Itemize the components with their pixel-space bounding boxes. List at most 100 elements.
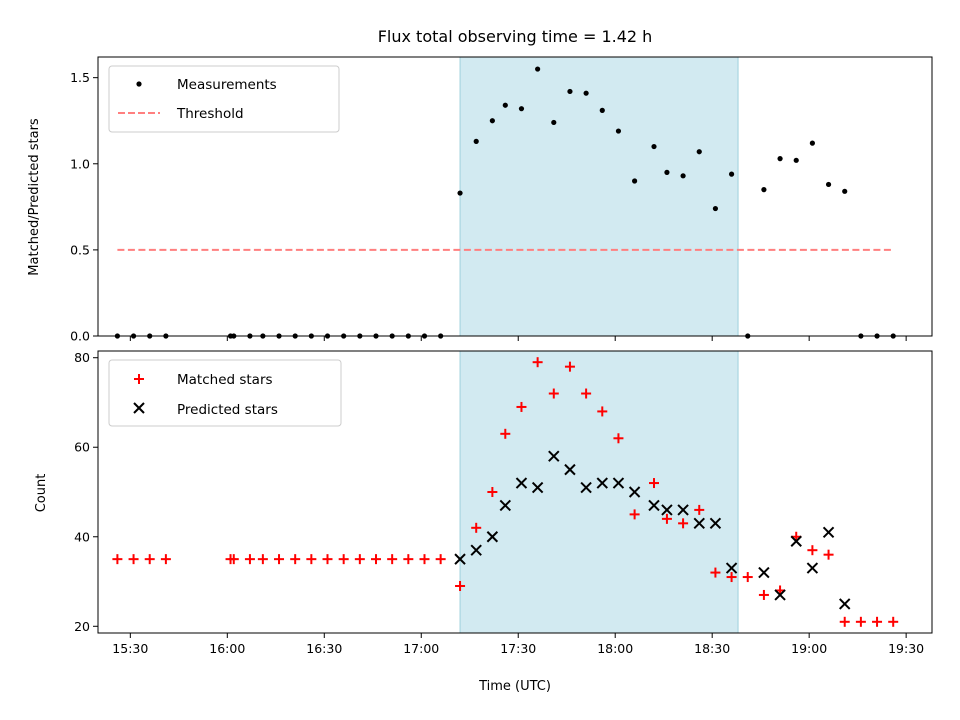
measurement-point [696,149,702,155]
bottom-x-tick-label: 17:30 [500,641,536,656]
bottom-observing-window [459,350,739,634]
predicted-stars-point [806,562,819,574]
bottom-x-tick-label: 15:30 [112,641,148,656]
matched-stars-point [742,572,753,583]
predicted-stars-point [839,598,851,610]
measurement-point [583,90,589,96]
matched-stars-point [597,406,608,417]
bottom-x-tick-label: 16:30 [306,641,342,656]
matched-stars-legend-label: Matched stars [177,372,273,388]
top-chart-title: Flux total observing time = 1.42 h [378,27,653,46]
bottom-subplot: 20 40 60 80 15:30 16:00 16:30 17:00 17:30 18:00 18… [34,350,933,694]
matched-stars-point [387,554,398,565]
matched-stars-point [112,554,123,565]
matched-stars-point [564,361,575,372]
matched-stars-point [354,554,365,565]
matched-stars-point [306,554,317,565]
matched-stars-point [532,357,543,368]
matched-stars-point [649,478,659,489]
matched-stars-point [581,388,592,399]
measurement-point [535,66,541,72]
bottom-y-axis-label: Count [34,474,49,513]
measurement-point [632,178,638,184]
measurement-point [651,143,657,150]
x-axis-label: Time (UTC) [478,679,551,694]
matched-stars-point [144,554,155,565]
predicted-stars-point [648,499,660,512]
measurement-point [473,138,479,144]
bottom-x-tick-label: 16:00 [209,641,245,656]
measurement-point [842,188,848,194]
predicted-stars-point [774,589,786,601]
bottom-y-tick-label: 80 [74,350,90,365]
measurement-point [502,102,508,108]
matched-stars-point [228,554,239,565]
matched-stars-point [694,504,705,515]
top-legend-box [108,65,340,133]
matched-stars-point [371,554,381,565]
predicted-stars-point [790,535,802,547]
top-legend: Measurements Threshold [108,65,340,133]
matched-stars-point [888,616,899,627]
matched-stars-point [516,401,527,412]
measurement-point [599,107,605,113]
predicted-stars-legend-label: Predicted stars [177,402,278,418]
measurement-point [551,119,557,126]
matched-stars-point [548,388,559,399]
top-subplot: 0.0 0.5 1.0 1.5 Matched/Predicted stars Mea… [27,56,933,344]
top-y-tick-label: 1.0 [70,156,90,171]
measurement-point [809,140,815,146]
predicted-stars-point [822,526,835,538]
predicted-stars-point [758,566,770,579]
measurement-point [489,118,495,124]
matched-stars-point [807,545,818,556]
matched-stars-point [710,567,721,578]
matched-stars-point [872,616,883,627]
bottom-plot-frame [97,350,933,634]
predicted-stars-point [628,486,641,498]
predicted-stars-point [725,562,738,574]
measurement-point [793,157,799,163]
measurements-legend-label: Measurements [177,77,277,93]
matched-stars-point [128,554,139,565]
matched-stars-point [160,554,171,565]
matched-stars-point [455,581,466,591]
predicted-stars-point [470,544,482,556]
predicted-stars-point [709,517,722,530]
bottom-y-tick-label: 60 [74,440,90,455]
matched-stars-point [419,554,430,565]
predicted-stars-point [677,504,689,516]
predicted-stars-point [548,450,560,462]
measurement-point [761,187,767,193]
matched-stars-point [487,487,498,497]
matched-stars-point [855,616,866,627]
top-y-tick-label: 1.5 [70,70,90,85]
matched-stars-point [257,554,268,565]
measurement-point [728,171,735,177]
top-y-axis-label: Matched/Predicted stars [27,118,42,276]
predicted-stars-point [515,477,528,489]
predicted-stars-point [596,477,608,489]
matched-stars-point [500,428,511,439]
measurement-point [825,181,832,188]
measurement-point [680,173,686,179]
measurement-point [457,190,463,196]
predicted-stars-point [499,499,512,512]
predicted-stars-point [486,531,499,543]
bottom-legend-box [108,359,342,427]
top-y-tick-label: 0.0 [70,329,90,344]
matched-stars-point [244,554,255,565]
matched-stars-point [758,589,769,600]
measurement-point [777,156,783,162]
matched-stars-point [726,572,737,583]
measurements-legend-marker [136,81,142,87]
matched-stars-legend-marker [134,374,144,384]
measurement-point [664,169,670,175]
measurement-point [518,106,525,112]
matched-stars-point [338,554,349,565]
predicted-stars-point [693,517,705,530]
matched-stars-point [823,549,834,560]
measurement-point [712,205,719,212]
bottom-x-tick-label: 19:30 [888,641,924,656]
